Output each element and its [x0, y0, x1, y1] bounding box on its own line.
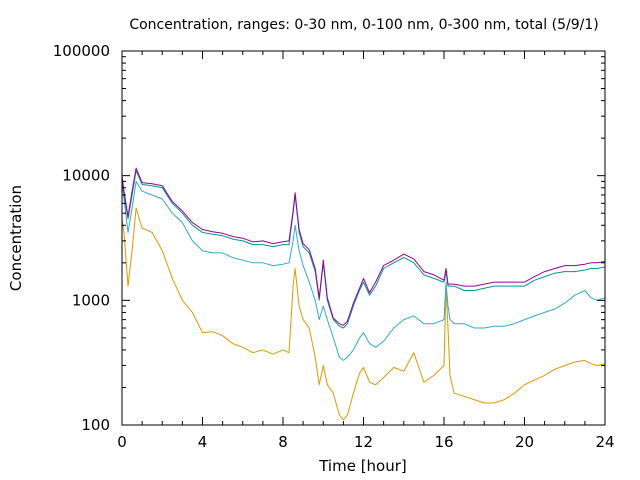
y-tick-label: 10000 — [62, 167, 110, 185]
x-tick-label: 16 — [434, 433, 453, 451]
series-line-1 — [121, 207, 606, 421]
y-axis-label: Concentration — [7, 185, 25, 291]
x-tick-label: 0 — [117, 433, 127, 451]
chart-title: Concentration, ranges: 0-30 nm, 0-100 nm… — [129, 17, 598, 33]
x-axis-label: Time [hour] — [318, 457, 407, 475]
x-tick-label: 12 — [354, 433, 373, 451]
series-line-3 — [121, 170, 606, 329]
series-line-4 — [121, 167, 606, 326]
x-tick-label: 4 — [198, 433, 208, 451]
x-tick-label: 24 — [595, 433, 614, 451]
ticks-layer: 0 4 8 12 16 20 24 100 1000 10000 100000 — [53, 42, 615, 451]
x-tick-label: 20 — [515, 433, 534, 451]
y-tick-label: 1000 — [72, 291, 110, 309]
series-line-2 — [121, 180, 606, 361]
y-tick-label: 100000 — [53, 42, 110, 60]
plot-frame — [121, 50, 606, 426]
x-tick-label: 8 — [278, 433, 288, 451]
y-tick-label: 100 — [81, 416, 110, 434]
series-layer — [121, 167, 606, 421]
